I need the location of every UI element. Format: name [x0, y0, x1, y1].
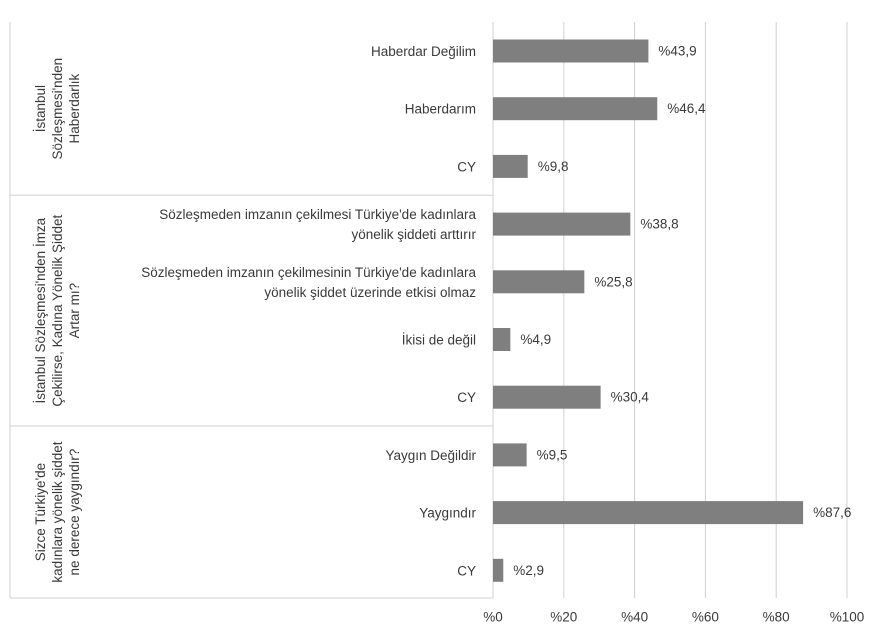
data-label: %38,8 [640, 217, 678, 232]
bar [493, 328, 511, 351]
category-label: Sözleşmeden imzanın çekilmesinin Türkiye… [141, 264, 476, 299]
category-label-line: CY [457, 563, 476, 578]
data-label: %30,4 [611, 390, 650, 405]
group-label: İstanbul Sözleşmesi'nden İmza Çekilirse, … [33, 214, 82, 406]
bar [493, 558, 504, 582]
group-label-line: Artar mı? [67, 283, 82, 339]
category-label-line: Yaygın Değildir [385, 447, 476, 462]
category-label-line: Haberdar Değilim [371, 44, 476, 59]
category-label: CY [457, 563, 476, 578]
bar [493, 501, 804, 525]
data-label: %43,9 [658, 44, 696, 59]
x-tick-label: %0 [483, 610, 503, 625]
category-label-line: Yaygındır [419, 505, 476, 520]
group-label-line: Sözleşmesi'nden [50, 58, 65, 160]
data-label: %9,8 [538, 159, 569, 174]
group-label-line: Çekilirse, Kadına Yönelik Şiddet [50, 214, 65, 406]
bar [493, 385, 601, 409]
data-label: %87,6 [813, 505, 851, 520]
category-label-line: Sözleşmeden imzanın çekilmesinin Türkiye… [141, 264, 476, 279]
category-label: İkisi de değil [402, 332, 476, 347]
data-label: %9,5 [537, 447, 568, 462]
group-label-line: İstanbul [33, 85, 48, 132]
group-label: İstanbul Sözleşmesi'nden Haberdarlık [33, 58, 82, 160]
category-label: Haberdar Değilim [371, 44, 476, 59]
category-label: Yaygındır [419, 505, 476, 520]
category-label: Yaygın Değildir [385, 447, 476, 462]
group-label-line: kadınlara yönelik şiddet [50, 441, 65, 582]
bar [493, 39, 649, 63]
group-label-line: Haberdarlık [67, 73, 82, 143]
group-label-line: İstanbul Sözleşmesi'nden İmza [33, 217, 48, 403]
x-tick-label: %40 [621, 610, 648, 625]
category-label-line: Sözleşmeden imzanın çekilmesi Türkiye'de… [159, 207, 476, 222]
x-tick-label: %80 [763, 610, 790, 625]
bar [493, 154, 528, 178]
category-label-line: yönelik şiddet üzerinde etkisi olmaz [264, 284, 476, 299]
bar [493, 270, 585, 294]
category-label-line: CY [457, 159, 476, 174]
labels-layer: %0 %20 %40 %60 %80 %100 %43,9 Haberdar Değilim%… [33, 44, 865, 625]
x-tick-label: %100 [830, 610, 865, 625]
group-label-line: ne derece yaygındır? [67, 449, 82, 576]
category-label: CY [457, 390, 476, 405]
bar [493, 97, 658, 121]
group-label-line: Sizce Türkiye'de [33, 463, 48, 561]
data-label: %46,4 [667, 101, 706, 116]
category-label-line: CY [457, 390, 476, 405]
category-label: Sözleşmeden imzanın çekilmesi Türkiye'de… [159, 207, 476, 242]
category-label: Haberdarım [405, 101, 476, 116]
bars-layer [493, 39, 804, 582]
category-label: CY [457, 159, 476, 174]
data-label: %2,9 [513, 563, 544, 578]
data-label: %4,9 [520, 332, 551, 347]
x-tick-label: %20 [550, 610, 577, 625]
data-label: %25,8 [594, 274, 632, 289]
bar [493, 443, 527, 467]
category-label-line: yönelik şiddeti arttırır [351, 227, 476, 242]
category-label-line: Haberdarım [405, 101, 476, 116]
category-label-line: İkisi de değil [402, 332, 476, 347]
x-tick-label: %60 [692, 610, 719, 625]
bar [493, 212, 631, 236]
group-label: Sizce Türkiye'de kadınlara yönelik şiddet… [33, 441, 82, 582]
